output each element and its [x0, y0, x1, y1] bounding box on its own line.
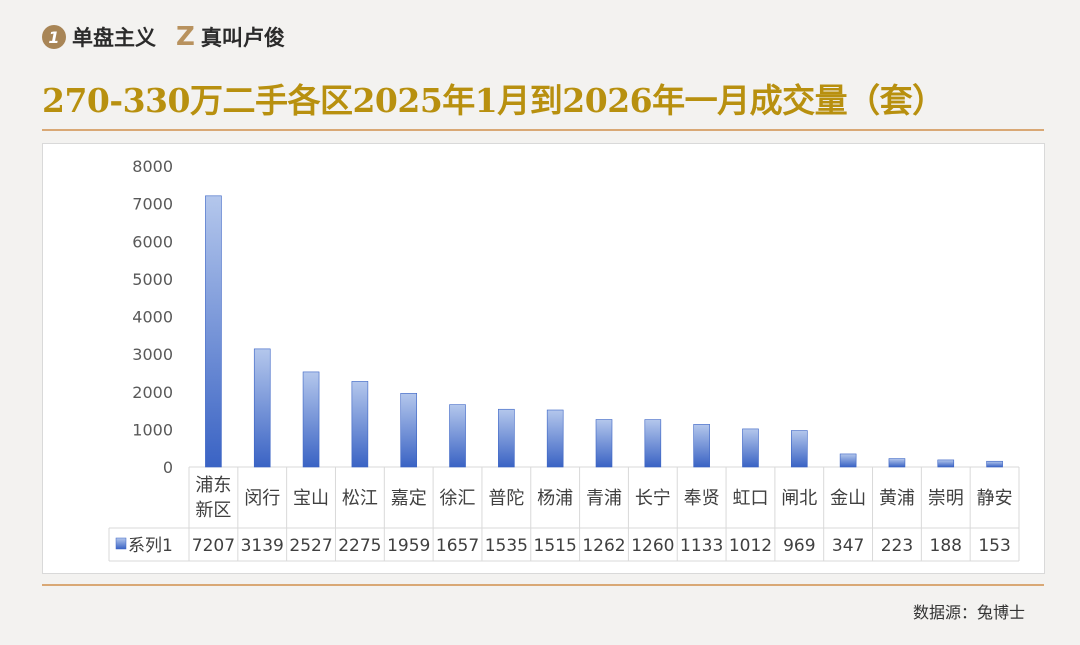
bar-崇明 [937, 459, 955, 468]
bar-静安 [986, 460, 1003, 468]
x-tick-label: 闸北 [781, 488, 817, 509]
bar-黄浦 [888, 458, 906, 468]
x-tick-label: 宝山 [293, 488, 329, 509]
data-table-value: 1515 [534, 536, 577, 556]
bar-杨浦 [546, 409, 564, 468]
data-table-value: 7207 [192, 536, 235, 556]
bar-普陀 [498, 408, 515, 468]
x-tick-label: 普陀 [488, 488, 524, 509]
bar-金山 [839, 453, 857, 468]
logo-1-icon: 1 [42, 25, 66, 49]
y-tick-label: 3000 [132, 345, 173, 364]
y-tick-label: 2000 [132, 383, 173, 402]
data-table-value: 2275 [338, 536, 381, 556]
bar-徐汇 [449, 404, 466, 468]
data-table-value: 1262 [582, 536, 625, 556]
x-tick-label: 嘉定 [391, 488, 427, 509]
data-table-value: 1959 [387, 536, 430, 556]
data-table-value: 969 [783, 536, 815, 556]
x-tick-label: 奉贤 [684, 488, 720, 509]
x-tick-label: 杨浦 [537, 488, 573, 509]
logo-z-icon: Z [176, 22, 195, 52]
x-tick-label: 金山 [830, 488, 866, 509]
x-tick-label: 松江 [342, 488, 378, 509]
x-tick-label: 青浦 [586, 488, 622, 509]
bar-闸北 [790, 430, 808, 468]
bar-浦东新区 [205, 195, 222, 468]
bar-松江 [351, 381, 369, 468]
y-tick-label: 4000 [132, 308, 173, 327]
legend-swatch [115, 537, 127, 550]
bar-长宁 [644, 419, 662, 468]
page-title: 270-330万二手各区2025年1月到2026年一月成交量（套） [42, 81, 945, 120]
y-tick-label: 7000 [132, 195, 173, 214]
data-table-value: 153 [978, 536, 1010, 556]
data-table-value: 3139 [241, 536, 284, 556]
y-tick-label: 0 [163, 458, 173, 477]
bar-宝山 [302, 371, 320, 468]
x-tick-label: 静安 [977, 488, 1013, 509]
x-tick-label: 闵行 [244, 488, 280, 509]
brand-name-2: 真叫卢俊 [200, 26, 285, 50]
source-note: 数据源：兔博士 [912, 603, 1025, 622]
bar-chart: 0 1000 2000 3000 4000 5000 6000 7000 8000 系列1 浦东新区… [108, 157, 1020, 562]
bar-嘉定 [400, 392, 418, 468]
legend-label: 系列1 [128, 536, 173, 556]
x-tick-label: 新区 [195, 500, 231, 521]
data-table-value: 1535 [485, 536, 528, 556]
data-table-value: 188 [930, 536, 962, 556]
x-tick-label: 浦东 [195, 475, 231, 496]
data-table-value: 223 [881, 536, 913, 556]
x-tick-label: 徐汇 [440, 488, 476, 509]
data-table-value: 1260 [631, 536, 674, 556]
x-tick-label: 长宁 [635, 488, 671, 509]
bar-青浦 [595, 419, 613, 468]
x-tick-label: 崇明 [928, 488, 964, 509]
data-table-value: 2527 [289, 536, 332, 556]
bar-虹口 [742, 428, 759, 468]
brand-header: 1 单盘主义 Z 真叫卢俊 [42, 22, 285, 52]
bar-闵行 [253, 348, 271, 468]
y-tick-label: 1000 [132, 420, 173, 439]
chart-container: 0 1000 2000 3000 4000 5000 6000 7000 8000 系列1 浦东新区… [42, 143, 1045, 574]
divider-top [42, 129, 1044, 131]
x-tick-label: 虹口 [732, 488, 768, 509]
divider-bottom [42, 584, 1044, 586]
brand-name-1: 单盘主义 [72, 26, 156, 50]
y-tick-label: 8000 [132, 157, 173, 176]
data-table-value: 1012 [729, 536, 772, 556]
y-tick-label: 5000 [132, 270, 173, 289]
data-table-value: 1657 [436, 536, 479, 556]
x-tick-label: 黄浦 [879, 488, 915, 509]
bar-奉贤 [693, 424, 710, 468]
data-table-value: 347 [832, 536, 864, 556]
data-table-value: 1133 [680, 536, 723, 556]
y-tick-label: 6000 [132, 232, 173, 251]
